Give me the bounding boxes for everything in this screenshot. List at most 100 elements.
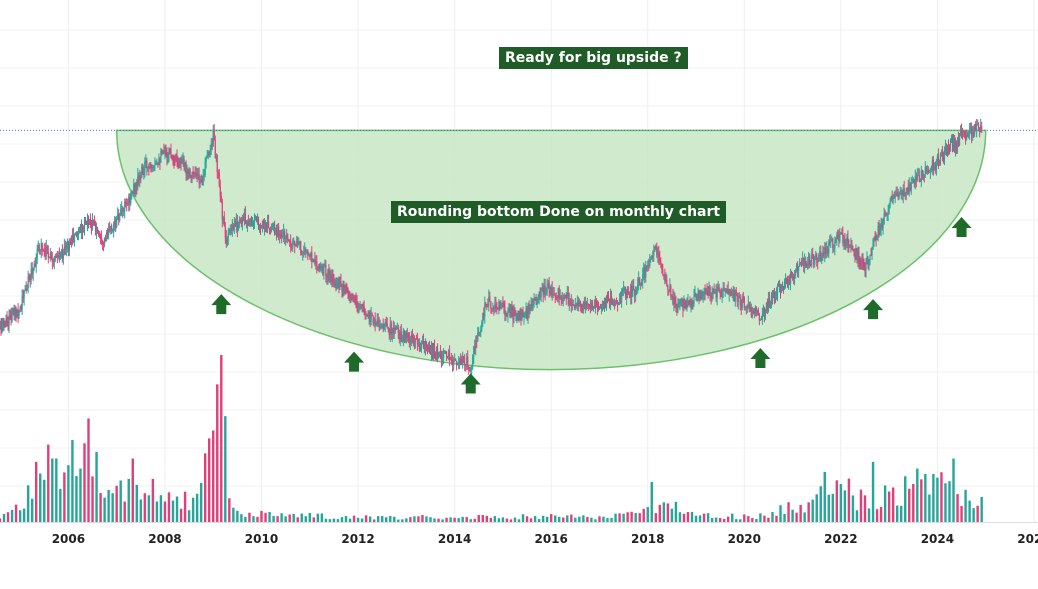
candle-body — [417, 343, 420, 345]
volume-bar — [606, 518, 609, 522]
candle-body — [299, 241, 301, 244]
candle-body — [483, 313, 485, 317]
candle-body — [722, 288, 724, 292]
candle-body — [149, 164, 151, 168]
volume-bar — [622, 513, 625, 522]
volume-bar — [268, 511, 271, 522]
volume-bar — [960, 505, 963, 522]
volume-bar — [976, 505, 979, 522]
candle-body — [325, 264, 327, 277]
candle-body — [101, 240, 104, 244]
candle-body — [919, 181, 921, 183]
candle-body — [323, 266, 325, 275]
candle-body — [409, 340, 411, 344]
volume-bar — [47, 444, 50, 522]
candle-body — [391, 328, 393, 335]
candle-body — [824, 246, 826, 255]
candle-body — [90, 223, 93, 228]
candle-body — [257, 219, 260, 229]
candle-body — [801, 262, 803, 266]
candle-body — [250, 218, 253, 226]
candle-body — [903, 188, 905, 197]
candle-body — [389, 323, 391, 336]
candle-body — [839, 233, 841, 242]
candle-body — [262, 220, 265, 229]
candle-body — [823, 252, 825, 255]
volume-bar — [461, 516, 464, 522]
volume-bar — [662, 502, 666, 522]
candle-body — [662, 269, 664, 275]
candle-body — [30, 269, 32, 280]
candle-body — [504, 306, 506, 316]
candle-body — [509, 309, 511, 317]
candle-body — [240, 220, 242, 225]
candle-body — [727, 288, 729, 295]
candle-body — [243, 213, 246, 221]
volume-bar — [264, 512, 267, 522]
candle-body — [129, 196, 131, 204]
candle-body — [137, 175, 139, 188]
candle-body — [54, 255, 56, 259]
candle-body — [587, 304, 590, 306]
candle-body — [846, 237, 848, 241]
candle-body — [635, 291, 637, 296]
candle-body — [405, 332, 407, 338]
candle-body — [162, 150, 164, 153]
candle-body — [604, 301, 607, 308]
candle-body — [2, 319, 4, 324]
candle-body — [66, 242, 68, 245]
candle-body — [411, 335, 413, 342]
candle-body — [775, 294, 778, 299]
candle-body — [753, 311, 755, 314]
candle-body — [618, 298, 621, 303]
candle-body — [814, 256, 816, 265]
candle-body — [158, 159, 160, 165]
candle-body — [472, 356, 474, 367]
candle-body — [779, 285, 782, 292]
candle-body — [869, 254, 871, 260]
candle-body — [288, 239, 290, 241]
candle-body — [505, 313, 507, 316]
volume-bar — [59, 488, 62, 522]
candle-body — [433, 346, 436, 355]
volume-bar — [879, 506, 883, 522]
candle-body — [936, 155, 939, 164]
candle-body — [718, 287, 720, 292]
candle-body — [100, 238, 103, 241]
volume-bar — [356, 517, 360, 522]
candle-body — [204, 161, 206, 176]
candle-body — [892, 197, 894, 200]
candle-body — [772, 291, 775, 298]
candle-body — [146, 160, 148, 168]
candle-body — [338, 281, 340, 288]
candle-body — [803, 258, 805, 267]
volume-bar — [397, 519, 400, 522]
candle-body — [218, 172, 220, 186]
candle-body — [408, 337, 410, 344]
candle-body — [583, 302, 585, 309]
volume-bar — [558, 516, 561, 522]
candle-body — [570, 301, 572, 306]
candle-body — [113, 224, 115, 231]
candle-body — [757, 310, 759, 315]
candle-body — [431, 345, 434, 358]
x-tick-label: 2006 — [52, 532, 85, 546]
candle-body — [641, 281, 643, 286]
candle-body — [837, 234, 839, 237]
candle-body — [710, 295, 712, 298]
candle-body — [435, 347, 438, 355]
candle-body — [970, 127, 972, 131]
volume-bar — [549, 514, 553, 522]
candle-body — [425, 342, 428, 346]
candle-body — [165, 149, 167, 155]
candle-body — [57, 255, 59, 258]
candle-body — [486, 304, 488, 306]
candle-body — [47, 251, 49, 258]
volume-bar — [469, 519, 472, 522]
volume-bar — [360, 518, 364, 522]
candle-body — [277, 226, 279, 237]
candle-body — [452, 360, 454, 365]
candle-body — [3, 319, 5, 326]
volume-bar — [702, 513, 706, 522]
candle-body — [369, 311, 371, 322]
